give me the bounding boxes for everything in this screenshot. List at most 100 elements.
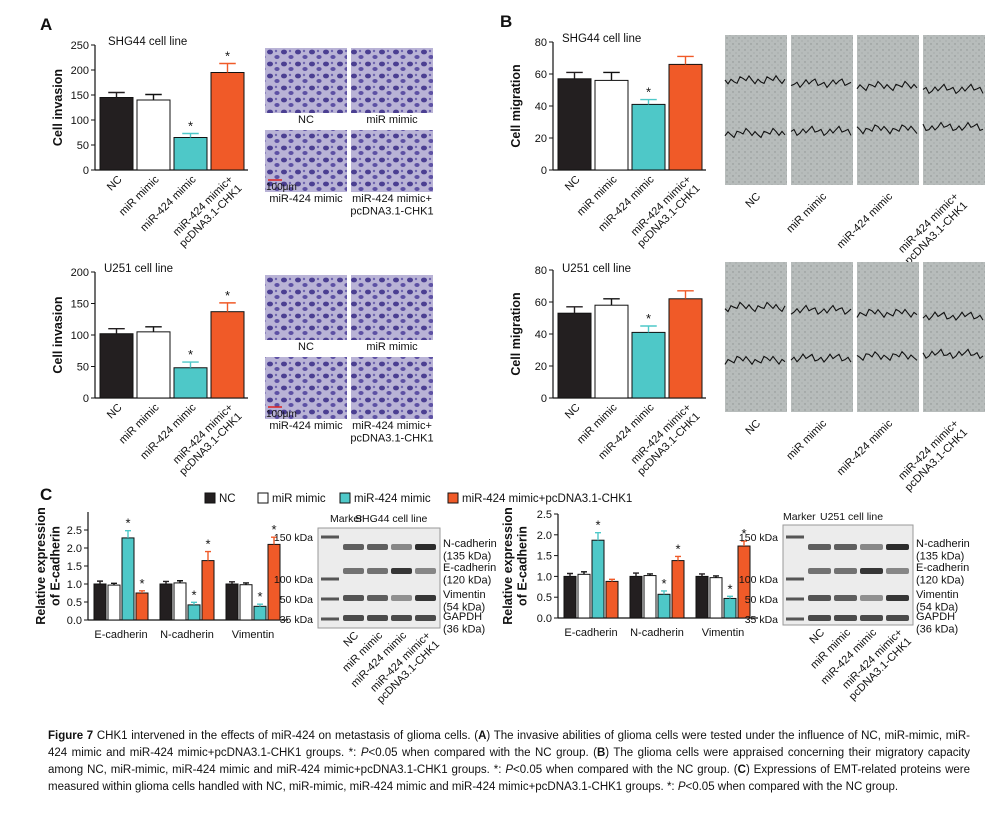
error-bar (229, 581, 235, 584)
y-axis-label: Relative expressionof E-cadherin (34, 507, 62, 624)
protein-band (391, 544, 412, 550)
y-tick-label: 0 (541, 393, 547, 405)
image-label: miR mimic (366, 341, 418, 353)
bar (121, 537, 135, 621)
significance-mark: * (125, 516, 130, 531)
significance-mark: * (646, 311, 651, 326)
bar (99, 97, 134, 171)
wound-edge (790, 353, 852, 363)
marker-band (321, 617, 339, 621)
error-bar (97, 580, 103, 584)
error-bar (177, 580, 183, 583)
error-bar (609, 578, 615, 582)
x-tick-label: Vimentin (232, 629, 275, 641)
x-tick-label: N-cadherin (630, 627, 684, 639)
y-axis-label: Cell invasion (51, 69, 65, 146)
significance-mark: * (188, 347, 193, 362)
wound-edge (790, 304, 852, 316)
y-tick-label: 150 (71, 90, 89, 102)
wound-image (725, 35, 787, 185)
error-bar (205, 550, 211, 561)
protein-band (808, 595, 831, 601)
error-bar (139, 590, 145, 593)
image-label: miR-424 mimic+pcDNA3.1-CHK1 (350, 193, 433, 218)
protein-band (343, 568, 364, 574)
y-tick-label: 250 (71, 40, 89, 52)
error-bar (727, 595, 733, 599)
error-bar (257, 603, 263, 607)
image-label: miR-424 mimic+pcDNA3.1-CHK1 (350, 420, 433, 445)
protein-band (886, 568, 909, 574)
y-tick-label: 20 (535, 133, 547, 145)
error-bar (603, 298, 620, 306)
wound-edge (724, 74, 786, 85)
image-label: NC (743, 191, 763, 211)
caption-text: P (677, 781, 686, 793)
caption-text: <0.05 when compared with the NC group. ( (513, 764, 738, 776)
wound-edge (724, 127, 786, 139)
y-tick-label: 200 (71, 65, 89, 77)
protein-band (834, 544, 857, 550)
wound-image (923, 262, 985, 412)
y-tick-label: 50 (77, 140, 89, 152)
bar (605, 580, 619, 619)
significance-mark: * (675, 541, 680, 556)
protein-label: GAPDH (36 kDa) (916, 611, 958, 636)
bar (210, 72, 245, 171)
bar (93, 583, 107, 621)
x-tick-label: NC (563, 402, 583, 422)
micrograph (265, 275, 347, 340)
image-label: miR-424 mimic (269, 420, 343, 432)
chart-subtitle: SHG44 cell line (108, 36, 187, 48)
legend-swatch (257, 492, 269, 504)
x-tick-label: Vimentin (702, 627, 745, 639)
size-label: 150 kDa (274, 532, 313, 544)
error-bar (603, 71, 620, 81)
micrograph (351, 130, 433, 192)
bar (643, 575, 657, 619)
error-bar (145, 93, 162, 100)
caption-text: <0.05 when compared with the NC group. (685, 781, 899, 793)
y-tick-label: 2.5 (537, 509, 552, 521)
protein-band (391, 615, 412, 621)
y-tick-label: 2.5 (67, 525, 82, 537)
error-bar (595, 532, 601, 541)
bar (594, 304, 629, 399)
error-bar (191, 601, 197, 605)
protein-band (343, 595, 364, 601)
significance-mark: * (225, 49, 230, 64)
significance-mark: * (139, 576, 144, 591)
error-bar (566, 306, 583, 314)
size-label: 50 kDa (745, 594, 778, 606)
bar (136, 331, 171, 399)
error-bar (182, 132, 199, 138)
blot-marker-label: Marker (783, 511, 816, 523)
y-tick-label: 0.0 (67, 615, 82, 627)
image-label: miR mimic (784, 190, 829, 235)
image-label: NC (743, 418, 763, 438)
y-axis-label: Cell invasion (51, 296, 65, 373)
protein-band (415, 544, 436, 550)
protein-label: N-cadherin (135 kDa) (916, 538, 970, 563)
bar (99, 333, 134, 399)
bar (594, 79, 629, 171)
error-bar (640, 98, 657, 105)
wound-edge (724, 355, 786, 366)
error-bar (111, 582, 117, 586)
significance-mark: * (257, 589, 262, 604)
significance-mark: * (205, 537, 210, 552)
error-bar (647, 573, 653, 576)
legend-label: miR mimic (272, 493, 326, 505)
error-bar (713, 575, 719, 578)
error-bar (699, 573, 705, 577)
protein-band (808, 615, 831, 621)
wound-edge (856, 350, 918, 362)
protein-band (860, 615, 883, 621)
bar (577, 573, 591, 619)
y-tick-label: 80 (535, 265, 547, 277)
x-tick-label: N-cadherin (160, 629, 214, 641)
significance-mark: * (595, 518, 600, 533)
caption-text: P (360, 747, 369, 759)
image-label: miR-424 mimic (835, 417, 896, 478)
